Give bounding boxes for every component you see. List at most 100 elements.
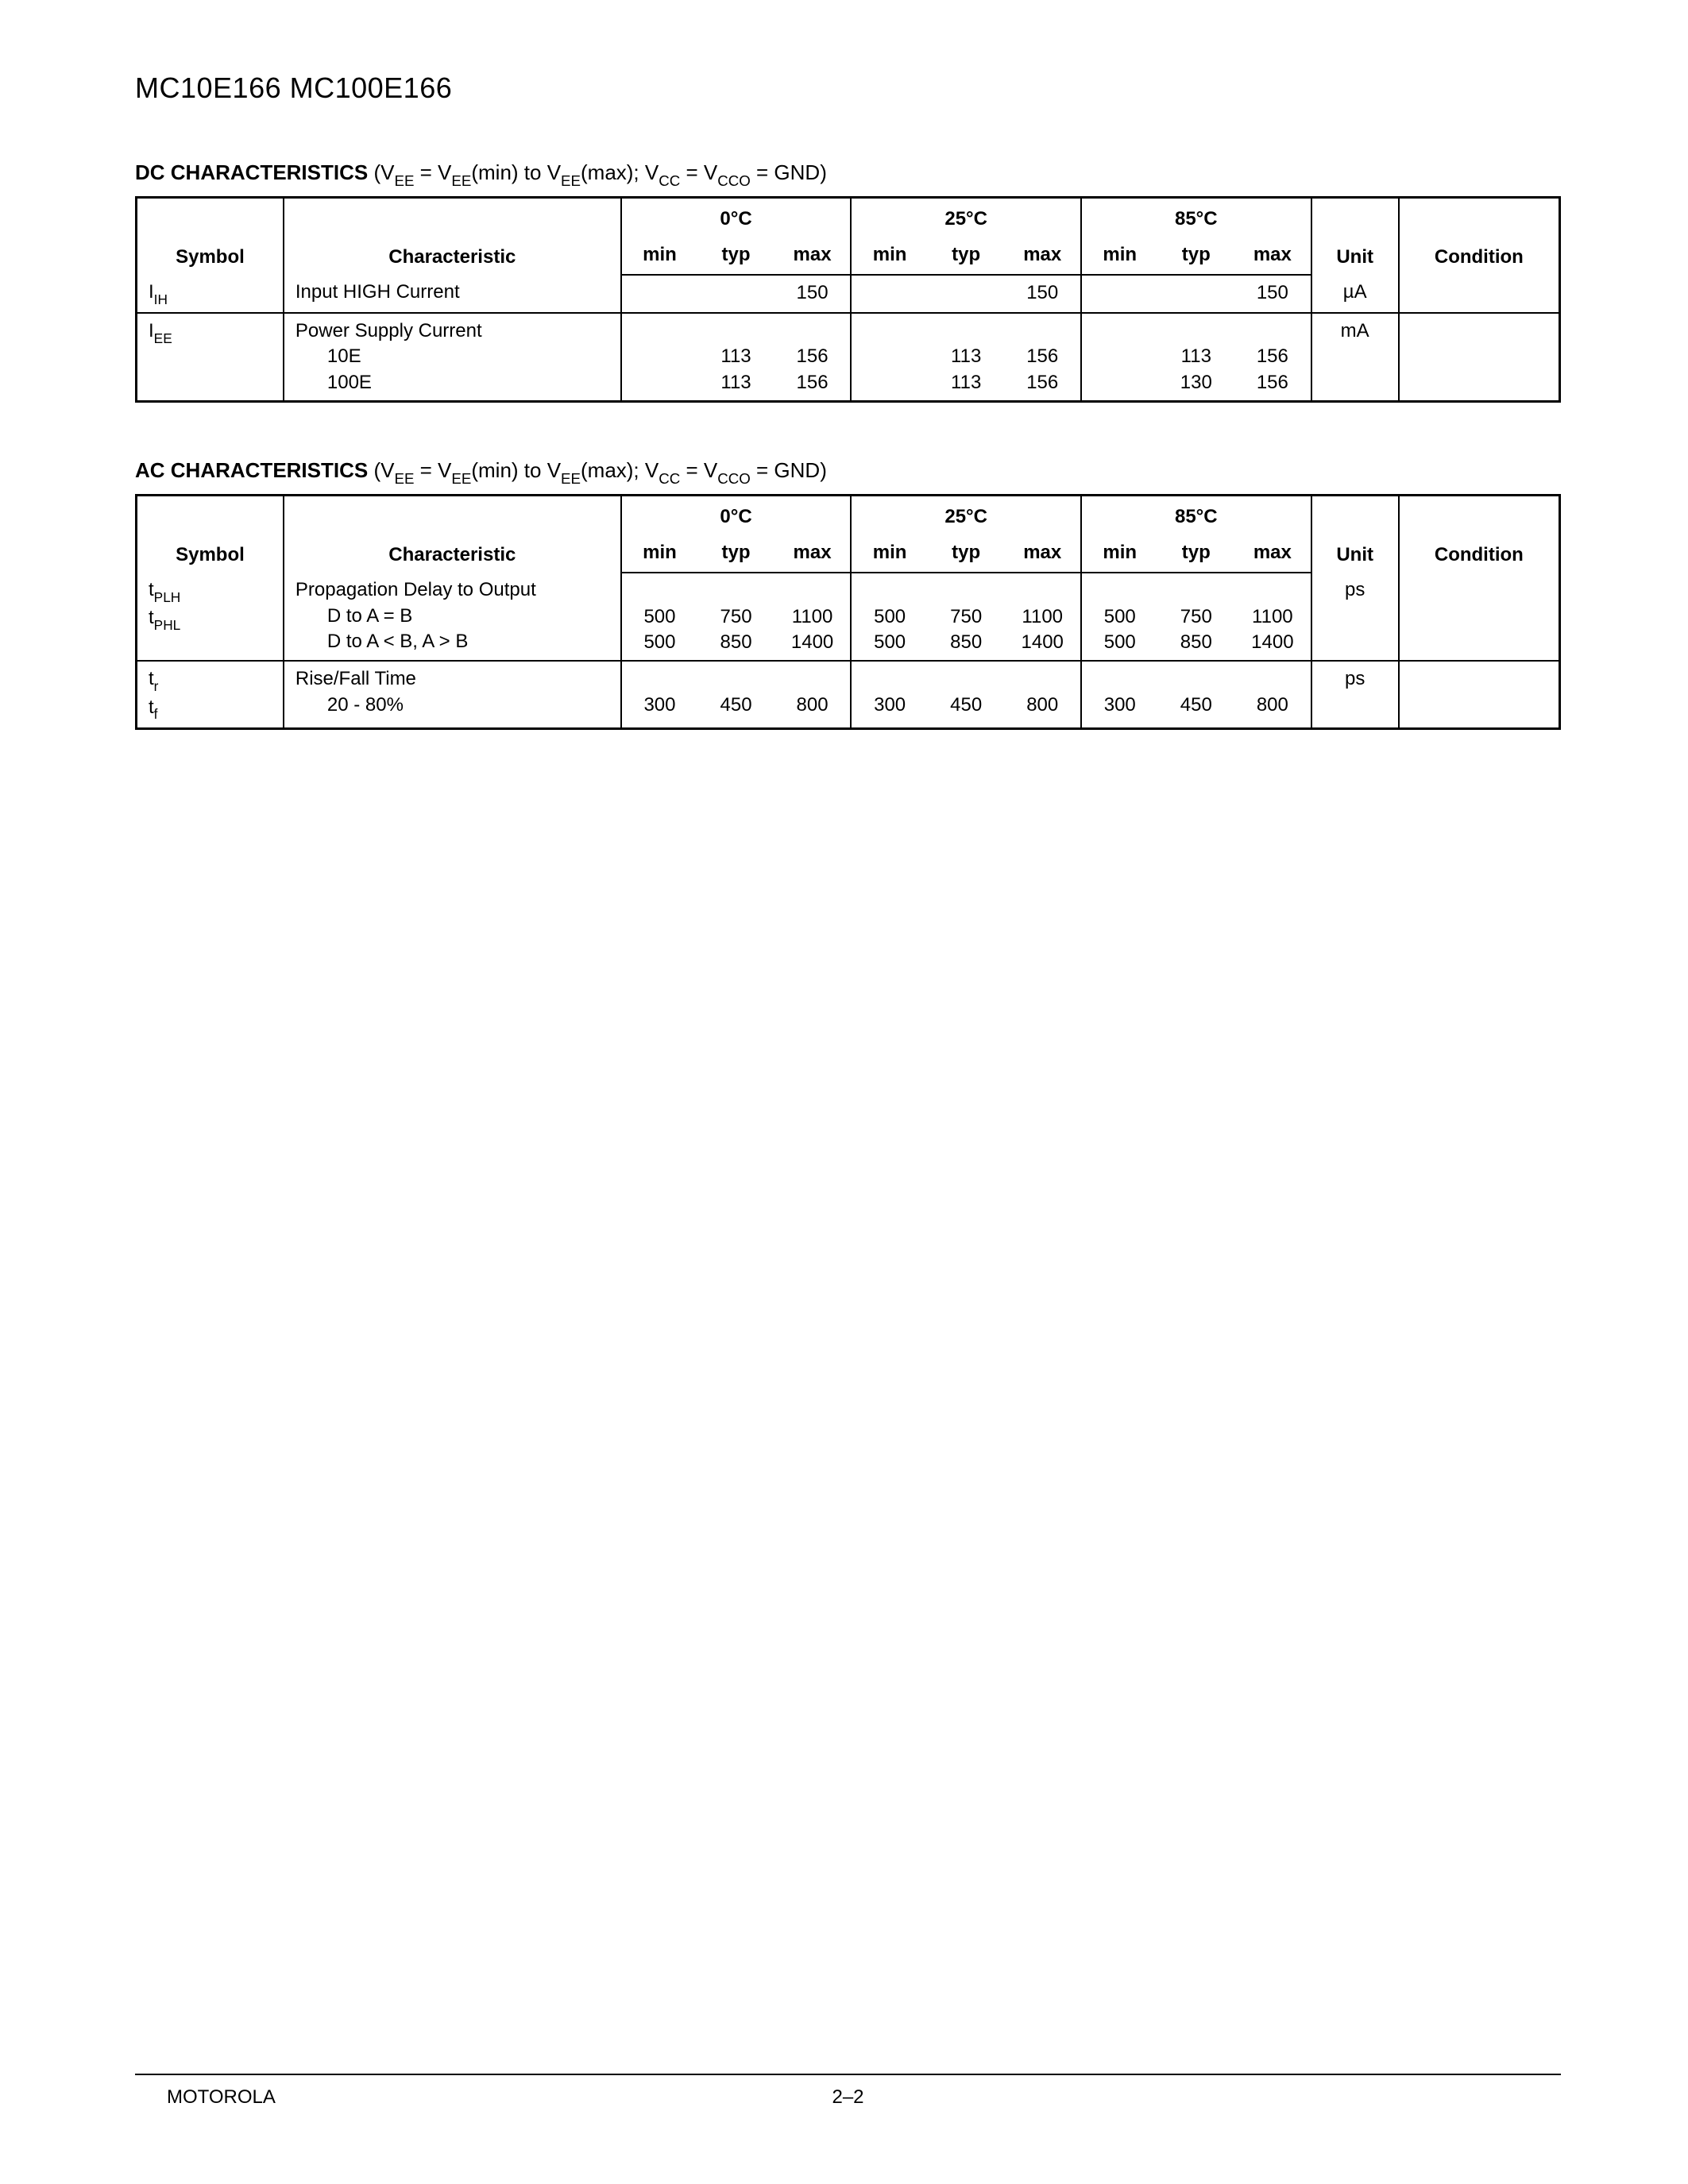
cell-typ (1158, 275, 1235, 313)
col-min: min (851, 237, 928, 275)
cell-min: 300 (1081, 661, 1158, 728)
cell-characteristic: Propagation Delay to Output D to A = B D… (284, 573, 621, 661)
ac-title-bold: AC CHARACTERISTICS (135, 458, 368, 482)
cell-max: 156156 (774, 313, 852, 402)
cell-unit: ps (1311, 661, 1399, 728)
cell-min: 500500 (621, 573, 698, 661)
cell-condition (1399, 313, 1560, 402)
col-temp-25: 25°C (851, 496, 1081, 535)
cell-max: 11001400 (1004, 573, 1081, 661)
col-symbol: Symbol (137, 198, 284, 275)
cell-min (1081, 313, 1158, 402)
cell-max: 800 (1234, 661, 1311, 728)
cell-min (851, 313, 928, 402)
col-characteristic: Characteristic (284, 496, 621, 573)
col-max: max (1004, 535, 1081, 573)
col-typ: typ (1158, 237, 1235, 275)
col-typ: typ (697, 535, 774, 573)
cell-symbol: tPLH tPHL (137, 573, 284, 661)
cell-symbol: tr tf (137, 661, 284, 728)
cell-max: 156156 (1234, 313, 1311, 402)
cell-unit: mA (1311, 313, 1399, 402)
cell-typ: 113130 (1158, 313, 1235, 402)
col-typ: typ (1158, 535, 1235, 573)
footer-brand: MOTOROLA (135, 2086, 276, 2109)
col-temp-25: 25°C (851, 198, 1081, 237)
cell-typ: 450 (1158, 661, 1235, 728)
cell-max: 11001400 (1234, 573, 1311, 661)
table-row: tr tf Rise/Fall Time 20 - 80% 300 450 80… (137, 661, 1560, 728)
col-max: max (1234, 237, 1311, 275)
cell-min (621, 313, 698, 402)
cell-min: 500500 (1081, 573, 1158, 661)
cell-max: 800 (1004, 661, 1081, 728)
cell-max: 800 (774, 661, 852, 728)
cell-characteristic: Input HIGH Current (284, 275, 621, 313)
table-row: IEE Power Supply Current 10E 100E 113113… (137, 313, 1560, 402)
cell-characteristic: Power Supply Current 10E 100E (284, 313, 621, 402)
col-min: min (621, 535, 698, 573)
cell-typ: 750850 (697, 573, 774, 661)
footer-page-number: 2–2 (832, 2086, 863, 2109)
cell-typ: 750850 (928, 573, 1005, 661)
cell-min (621, 275, 698, 313)
cell-typ: 450 (697, 661, 774, 728)
col-max: max (774, 237, 852, 275)
col-max: max (1234, 535, 1311, 573)
cell-typ: 113113 (928, 313, 1005, 402)
cell-characteristic: Rise/Fall Time 20 - 80% (284, 661, 621, 728)
cell-condition (1399, 573, 1560, 661)
cell-unit: µA (1311, 275, 1399, 313)
col-temp-85: 85°C (1081, 198, 1311, 237)
col-temp-85: 85°C (1081, 496, 1311, 535)
cell-max: 150 (1234, 275, 1311, 313)
dc-tbody: IIH Input HIGH Current 150 150 150 µA IE… (137, 275, 1560, 402)
cell-max: 11001400 (774, 573, 852, 661)
col-min: min (1081, 237, 1158, 275)
col-condition: Condition (1399, 496, 1560, 573)
dc-title-cond: (VEE = VEE(min) to VEE(max); VCC = VCCO … (368, 160, 827, 184)
cell-typ: 750850 (1158, 573, 1235, 661)
col-min: min (1081, 535, 1158, 573)
cell-min (1081, 275, 1158, 313)
col-unit: Unit (1311, 198, 1399, 275)
cell-typ: 450 (928, 661, 1005, 728)
col-min: min (621, 237, 698, 275)
page-content: MC10E166 MC100E166 DC CHARACTERISTICS (V… (0, 0, 1688, 730)
ac-characteristics-table: Symbol Characteristic 0°C 25°C 85°C Unit… (135, 494, 1561, 729)
part-number-title: MC10E166 MC100E166 (135, 71, 1561, 105)
col-typ: typ (928, 237, 1005, 275)
col-symbol: Symbol (137, 496, 284, 573)
cell-min (851, 275, 928, 313)
col-unit: Unit (1311, 496, 1399, 573)
table-row: IIH Input HIGH Current 150 150 150 µA (137, 275, 1560, 313)
col-temp-0: 0°C (621, 198, 852, 237)
dc-characteristics-table: Symbol Characteristic 0°C 25°C 85°C Unit… (135, 196, 1561, 403)
cell-symbol: IEE (137, 313, 284, 402)
col-typ: typ (928, 535, 1005, 573)
col-max: max (1004, 237, 1081, 275)
ac-tbody: tPLH tPHL Propagation Delay to Output D … (137, 573, 1560, 728)
cell-condition (1399, 275, 1560, 313)
cell-max: 150 (1004, 275, 1081, 313)
cell-max: 150 (774, 275, 852, 313)
dc-section-header: DC CHARACTERISTICS (VEE = VEE(min) to VE… (135, 160, 1561, 188)
page-footer: MOTOROLA 2–2 (135, 2074, 1561, 2109)
cell-condition (1399, 661, 1560, 728)
col-condition: Condition (1399, 198, 1560, 275)
col-characteristic: Characteristic (284, 198, 621, 275)
cell-typ: 113113 (697, 313, 774, 402)
col-typ: typ (697, 237, 774, 275)
ac-section-header: AC CHARACTERISTICS (VEE = VEE(min) to VE… (135, 458, 1561, 486)
cell-min: 300 (621, 661, 698, 728)
dc-title-bold: DC CHARACTERISTICS (135, 160, 368, 184)
col-min: min (851, 535, 928, 573)
cell-min: 300 (851, 661, 928, 728)
col-temp-0: 0°C (621, 496, 852, 535)
ac-title-cond: (VEE = VEE(min) to VEE(max); VCC = VCCO … (368, 458, 827, 482)
col-max: max (774, 535, 852, 573)
cell-max: 156156 (1004, 313, 1081, 402)
cell-typ (928, 275, 1005, 313)
cell-symbol: IIH (137, 275, 284, 313)
cell-typ (697, 275, 774, 313)
